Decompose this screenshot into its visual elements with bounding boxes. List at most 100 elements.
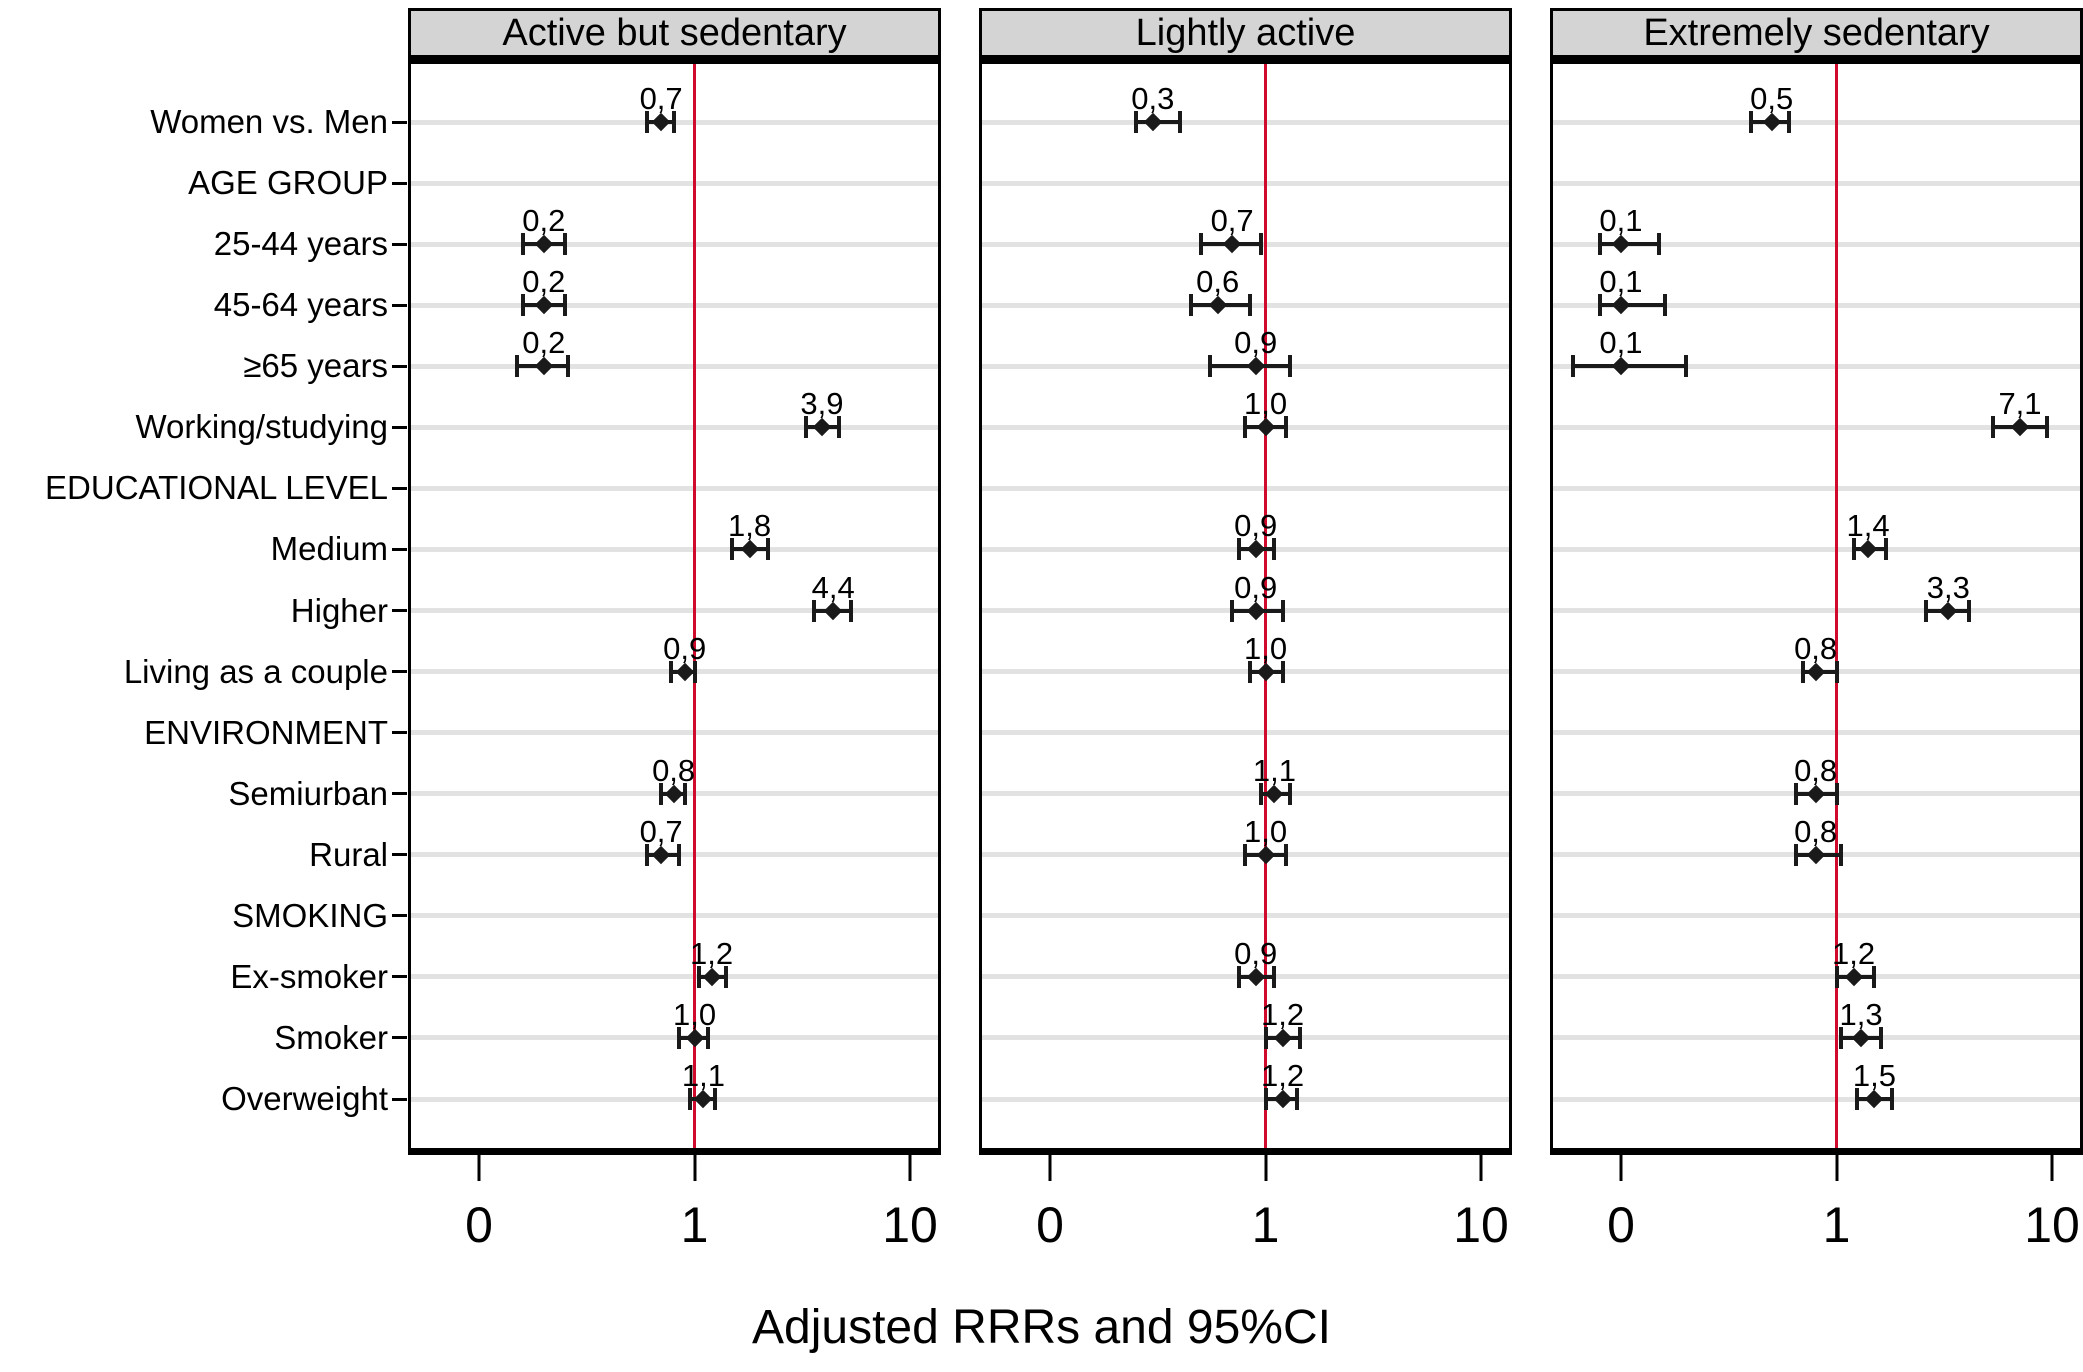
- grid-line: [411, 180, 938, 186]
- ci-cap-high: [1280, 599, 1285, 622]
- ci-cap-high: [1662, 294, 1667, 317]
- ci-cap-high: [1288, 782, 1293, 805]
- section-header-label: AGE GROUP: [188, 164, 388, 202]
- ci-cap-low: [1794, 782, 1799, 805]
- row-tick: [392, 181, 407, 185]
- row-tick: [392, 609, 407, 612]
- ci-cap-high: [566, 355, 571, 378]
- row-label: Rural: [309, 835, 388, 873]
- grid-line: [1553, 302, 2080, 308]
- row-label: Medium: [270, 530, 388, 568]
- ci-cap-high: [1295, 1088, 1300, 1110]
- point-label: 0,8: [1794, 813, 1838, 849]
- ci-cap-low: [804, 416, 809, 439]
- row-tick: [392, 792, 407, 796]
- x-tick: [477, 1155, 481, 1181]
- row-label: Ex-smoker: [230, 957, 388, 995]
- x-tick: [1479, 1155, 1483, 1181]
- row-label: Semiurban: [228, 774, 388, 812]
- point-label: 0,2: [522, 325, 566, 361]
- ci-cap-high: [1834, 782, 1839, 805]
- point-label: 1,3: [1839, 996, 1883, 1032]
- grid-line: [1553, 119, 2080, 125]
- ci-cap-low: [520, 233, 525, 256]
- row-tick: [392, 547, 407, 551]
- section-header-label: EDUCATIONAL LEVEL: [45, 469, 388, 507]
- ci-cap-low: [1236, 538, 1241, 561]
- grid-line: [1553, 180, 2080, 186]
- x-tick-label: 0: [465, 1197, 493, 1253]
- grid-line: [411, 730, 938, 736]
- ci-cap-low: [677, 1026, 682, 1049]
- panel-header: Active but sedentary: [408, 8, 941, 58]
- panel-plot-area: 0,7 0,2 0,2 0,2 3,9 1,8 4,4 0,9 0,8 0,7 1,2 1,0 1,1: [408, 58, 941, 1155]
- ci-cap-low: [659, 782, 664, 805]
- ci-cap-low: [1571, 355, 1576, 378]
- point-label: 3,9: [800, 386, 844, 422]
- point-label: 0,1: [1599, 264, 1643, 300]
- grid-line: [982, 180, 1509, 186]
- row-tick: [392, 486, 407, 490]
- ci-cap-low: [687, 1088, 692, 1110]
- point-label: 4,4: [811, 569, 855, 605]
- ci-cap-low: [1990, 416, 1995, 439]
- grid-line: [411, 608, 938, 613]
- grid-line: [1553, 485, 2080, 491]
- ci-cap-high: [1272, 965, 1277, 988]
- reference-line: [693, 64, 697, 1148]
- point-label: 7,1: [1998, 386, 2042, 422]
- grid-line: [411, 424, 938, 430]
- row-tick: [392, 1097, 407, 1101]
- grid-line: [411, 1096, 938, 1102]
- point-label: 1,5: [1852, 1058, 1897, 1093]
- ci-cap-low: [1839, 1026, 1844, 1049]
- point-label: 0,5: [1750, 81, 1794, 116]
- row-label: Higher: [290, 591, 388, 629]
- ci-cap-high: [1272, 538, 1277, 561]
- ci-cap-low: [730, 538, 735, 561]
- ci-cap-high: [848, 599, 853, 622]
- point-label: 0,9: [1234, 508, 1278, 544]
- grid-line: [982, 1096, 1509, 1102]
- grid-line: [982, 669, 1509, 675]
- point-label: 0,7: [1210, 203, 1254, 239]
- point-label: 0,1: [1599, 325, 1643, 361]
- grid-line: [982, 485, 1509, 491]
- x-tick: [1048, 1155, 1052, 1181]
- point-label: 0,3: [1131, 81, 1175, 116]
- x-tick-label: 1: [1251, 1197, 1280, 1253]
- grid-line: [982, 913, 1509, 919]
- ci-cap-low: [1133, 111, 1138, 133]
- ci-cap-low: [812, 599, 817, 622]
- x-tick-label: 1: [680, 1197, 709, 1253]
- x-tick: [1619, 1155, 1623, 1181]
- point-label: 0,6: [1196, 264, 1240, 300]
- row-tick: [392, 670, 407, 674]
- section-header-label: ENVIRONMENT: [144, 713, 388, 751]
- reference-line: [1264, 64, 1268, 1148]
- point-label: 0,8: [1794, 752, 1838, 788]
- grid-line: [411, 363, 938, 369]
- ci-cap-high: [1839, 843, 1844, 866]
- panel-plot-area: 0,3 0,7 0,6 0,9 1,0 0,9 0,9 1,0 1,1 1,0 0,9 1,2 1,2: [979, 58, 1512, 1155]
- ci-cap-high: [724, 965, 729, 988]
- ci-cap-low: [1188, 294, 1193, 317]
- ci-cap-high: [1284, 416, 1289, 439]
- point-label: 0,2: [522, 264, 566, 300]
- x-tick-label: 1: [1822, 1197, 1851, 1253]
- ci-cap-high: [1298, 1026, 1303, 1049]
- point-label: 1,1: [1252, 752, 1296, 788]
- ci-cap-high: [1872, 965, 1877, 988]
- ci-cap-low: [644, 843, 649, 866]
- ci-cap-low: [1851, 538, 1856, 561]
- point-label: 0,7: [639, 81, 683, 116]
- ci-cap-low: [1923, 599, 1928, 622]
- ci-cap-low: [1207, 355, 1212, 378]
- grid-line: [982, 119, 1509, 125]
- row-tick: [392, 731, 407, 735]
- grid-line: [411, 913, 938, 919]
- row-label: 25-44 years: [213, 225, 388, 263]
- row-label: Working/studying: [135, 408, 388, 446]
- ci-cap-low: [697, 965, 702, 988]
